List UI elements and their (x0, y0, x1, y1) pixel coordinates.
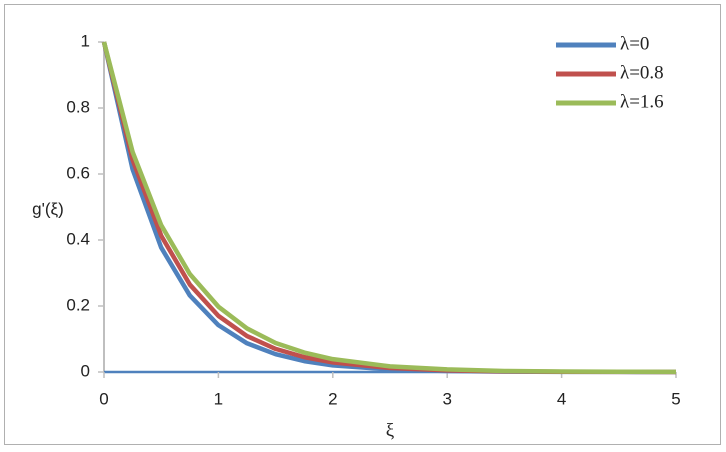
x-tick-label: 4 (557, 389, 566, 408)
y-tick-label: 0.4 (66, 229, 90, 248)
y-tick-label: 0.6 (66, 163, 90, 182)
y-tick-label: 0.8 (66, 97, 90, 116)
x-tick-label: 5 (671, 389, 680, 408)
legend-label: λ=1.6 (620, 91, 664, 112)
y-tick-label: 0.2 (66, 295, 90, 314)
series-line (101, 41, 677, 375)
legend-label: λ=0.8 (620, 62, 664, 83)
x-tick-label: 0 (99, 389, 108, 408)
y-tick-label: 1 (81, 31, 90, 50)
x-tick-label: 2 (328, 389, 337, 408)
legend-label: λ=0 (620, 33, 649, 54)
x-axis-label: ξ (386, 420, 395, 441)
y-tick-label: 0 (81, 361, 90, 380)
x-tick-label: 1 (214, 389, 223, 408)
y-axis-label: g'(ξ) (32, 199, 64, 218)
x-tick-label: 3 (442, 389, 451, 408)
